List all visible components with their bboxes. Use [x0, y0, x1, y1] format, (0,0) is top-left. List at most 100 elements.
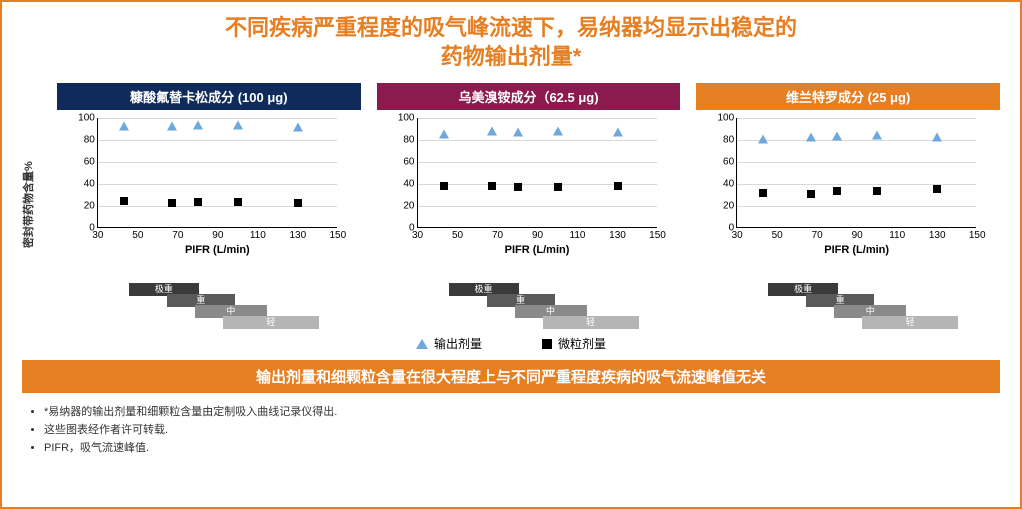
x-tick-label: 110 — [250, 230, 266, 241]
y-tick-label: 60 — [393, 157, 415, 168]
footnote-item: PIFR，吸气流速峰值. — [44, 439, 990, 455]
severity-bar: 轻 — [543, 316, 639, 329]
x-tick-label: 150 — [329, 230, 346, 241]
gridline — [418, 140, 657, 141]
square-marker — [554, 183, 562, 191]
gridline — [98, 140, 337, 141]
square-marker — [759, 189, 767, 197]
triangle-marker — [806, 132, 816, 141]
y-tick-label: 40 — [712, 179, 734, 190]
x-tick-label: 30 — [92, 230, 103, 241]
plot-0: 02040608010030507090110130150PIFR (L/min… — [97, 118, 337, 228]
x-tick-label: 110 — [570, 230, 586, 241]
chart-1: 乌美溴铵成分（62.5 μg) 0204060801003050709011013… — [377, 83, 681, 329]
triangle-marker — [193, 120, 203, 129]
chart-area-0: 02040608010030507090110130150PIFR (L/min… — [69, 118, 349, 253]
gridline — [418, 162, 657, 163]
square-marker — [294, 199, 302, 207]
legend-square-label: 微粒剂量 — [558, 335, 606, 352]
x-axis-label: PIFR (L/min) — [824, 244, 889, 256]
x-tick-label: 30 — [412, 230, 423, 241]
y-tick-label: 80 — [73, 135, 95, 146]
triangle-marker — [439, 129, 449, 138]
y-tick-label: 60 — [73, 157, 95, 168]
triangle-icon — [416, 339, 428, 349]
legend-triangle-label: 输出剂量 — [434, 335, 482, 352]
chart-header-0: 糠酸氟替卡松成分 (100 μg) — [57, 83, 361, 110]
triangle-marker — [553, 127, 563, 136]
square-marker — [120, 197, 128, 205]
title-line-2: 药物输出剂量* — [22, 43, 1000, 72]
y-tick-label: 20 — [393, 201, 415, 212]
gridline — [98, 184, 337, 185]
x-tick-label: 70 — [492, 230, 503, 241]
severity-bars-0: 极重重中轻 — [103, 283, 343, 329]
x-axis-label: PIFR (L/min) — [185, 244, 250, 256]
severity-bars-2: 极重重中轻 — [742, 283, 982, 329]
y-axis-label: 密封带药物含量% — [20, 161, 36, 248]
triangle-marker — [119, 121, 129, 130]
y-tick-label: 40 — [393, 179, 415, 190]
plot-1: 02040608010030507090110130150PIFR (L/min… — [417, 118, 657, 228]
gridline — [98, 162, 337, 163]
x-tick-label: 130 — [609, 230, 626, 241]
severity-bar: 轻 — [223, 316, 319, 329]
square-marker — [168, 199, 176, 207]
triangle-marker — [233, 120, 243, 129]
triangle-marker — [613, 128, 623, 137]
x-tick-label: 30 — [732, 230, 743, 241]
x-tick-label: 70 — [812, 230, 823, 241]
x-tick-label: 110 — [889, 230, 905, 241]
chart-area-2: 02040608010030507090110130150PIFR (L/min… — [708, 118, 988, 253]
legend-triangle: 输出剂量 — [416, 335, 482, 352]
triangle-marker — [832, 131, 842, 140]
triangle-marker — [487, 127, 497, 136]
y-tick-label: 100 — [73, 113, 95, 124]
footnote-item: *易纳器的输出剂量和细颗粒含量由定制吸入曲线记录仪得出. — [44, 403, 990, 419]
main-container: 不同疾病严重程度的吸气峰流速下，易纳器均显示出稳定的 药物输出剂量* 密封带药物… — [0, 0, 1022, 509]
gridline — [98, 118, 337, 119]
gridline — [737, 118, 976, 119]
x-tick-label: 150 — [649, 230, 666, 241]
chart-0: 糠酸氟替卡松成分 (100 μg) 02040608010030507090110… — [57, 83, 361, 329]
charts-row: 密封带药物含量% 糠酸氟替卡松成分 (100 μg) 02040608010030… — [2, 83, 1020, 329]
square-icon — [542, 339, 552, 349]
plot-2: 02040608010030507090110130150PIFR (L/min… — [736, 118, 976, 228]
footnotes: *易纳器的输出剂量和细颗粒含量由定制吸入曲线记录仪得出.这些图表经作者许可转载.… — [2, 393, 1020, 467]
square-marker — [514, 183, 522, 191]
x-tick-label: 50 — [772, 230, 783, 241]
x-axis-label: PIFR (L/min) — [505, 244, 570, 256]
x-tick-label: 90 — [852, 230, 863, 241]
main-title: 不同疾病严重程度的吸气峰流速下，易纳器均显示出稳定的 药物输出剂量* — [2, 2, 1020, 79]
chart-area-1: 02040608010030507090110130150PIFR (L/min… — [389, 118, 669, 253]
x-tick-label: 130 — [929, 230, 946, 241]
legend-square: 微粒剂量 — [542, 335, 606, 352]
chart-header-1: 乌美溴铵成分（62.5 μg) — [377, 83, 681, 110]
title-line-1: 不同疾病严重程度的吸气峰流速下，易纳器均显示出稳定的 — [22, 14, 1000, 43]
gridline — [418, 118, 657, 119]
triangle-marker — [758, 135, 768, 144]
y-tick-label: 80 — [393, 135, 415, 146]
triangle-marker — [932, 132, 942, 141]
x-tick-label: 130 — [289, 230, 306, 241]
chart-header-2: 维兰特罗成分 (25 μg) — [696, 83, 1000, 110]
gridline — [418, 206, 657, 207]
y-tick-label: 20 — [712, 201, 734, 212]
square-marker — [933, 185, 941, 193]
y-tick-label: 40 — [73, 179, 95, 190]
square-marker — [440, 182, 448, 190]
x-tick-label: 150 — [969, 230, 986, 241]
conclusion-bar: 输出剂量和细颗粒含量在很大程度上与不同严重程度疾病的吸气流速峰值无关 — [22, 360, 1000, 393]
severity-bars-1: 极重重中轻 — [423, 283, 663, 329]
gridline — [737, 206, 976, 207]
x-tick-label: 50 — [452, 230, 463, 241]
gridline — [737, 162, 976, 163]
square-marker — [833, 187, 841, 195]
y-tick-label: 60 — [712, 157, 734, 168]
x-tick-label: 50 — [132, 230, 143, 241]
square-marker — [234, 198, 242, 206]
square-marker — [614, 182, 622, 190]
triangle-marker — [872, 130, 882, 139]
triangle-marker — [513, 128, 523, 137]
chart-2: 维兰特罗成分 (25 μg) 02040608010030507090110130… — [696, 83, 1000, 329]
